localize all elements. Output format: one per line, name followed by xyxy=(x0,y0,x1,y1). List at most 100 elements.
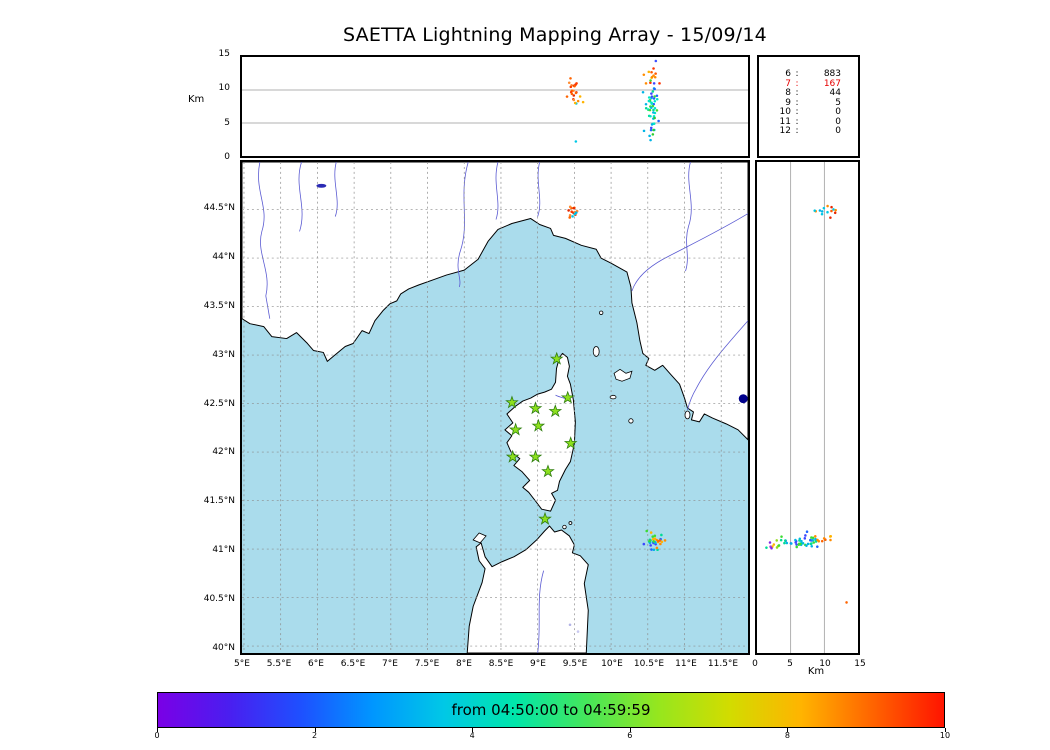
lon-tick-label: 11°E xyxy=(675,659,697,669)
lon-tick-label: 6.5°E xyxy=(340,659,366,669)
lon-tick-label: 8.5°E xyxy=(488,659,514,669)
lma-stations-layer xyxy=(505,351,578,525)
colorbar-tick-label: 0 xyxy=(154,731,160,740)
lma-station-marker xyxy=(505,395,519,409)
lma-station-marker xyxy=(538,511,552,525)
altitude-axis-label: Km xyxy=(188,94,205,105)
altitude-vs-longitude-panel xyxy=(240,55,750,158)
corsica-coastline xyxy=(504,352,576,512)
stats-row: 7:167 xyxy=(785,78,841,89)
lon-tick-label: 5°E xyxy=(234,659,250,669)
lon-tick-label: 5.5°E xyxy=(266,659,292,669)
altitude-longitude-chart xyxy=(242,59,748,143)
lat-tick-label: 43.5°N xyxy=(203,300,235,311)
river xyxy=(537,570,544,653)
river xyxy=(685,162,692,272)
river xyxy=(258,162,271,319)
gorgona-island xyxy=(598,310,604,315)
colorbar-tick-label: 10 xyxy=(939,731,951,740)
asinara-island xyxy=(472,532,487,544)
stats-row: 12:0 xyxy=(779,126,841,136)
colorbar-tick-mark xyxy=(629,728,631,732)
colorbar-tick-mark xyxy=(314,728,316,732)
river xyxy=(631,213,748,292)
lma-station-marker xyxy=(560,390,575,404)
figure-title: SAETTA Lightning Mapping Array - 15/09/1… xyxy=(343,24,767,46)
lat-tick-label: 43°N xyxy=(212,349,235,360)
lat-tick-label: 40.5°N xyxy=(203,594,235,605)
stats-panel: 6:883 7:167 8:44 9:5 10:0 11:0 12:0 xyxy=(757,55,860,158)
right-x-tick-label: 10 xyxy=(819,659,831,669)
lon-tick-label: 9°E xyxy=(530,659,546,669)
giglio-island xyxy=(684,410,691,420)
river xyxy=(298,162,303,232)
lat-tick-label: 42.5°N xyxy=(203,398,235,409)
lma-station-marker xyxy=(549,351,564,365)
lat-tick-label: 42°N xyxy=(212,447,235,458)
pianosa-island xyxy=(609,394,617,400)
elba-island xyxy=(613,368,633,382)
river xyxy=(495,162,499,220)
lat-tick-label: 44.5°N xyxy=(203,202,235,213)
top-y-tick-label: 15 xyxy=(218,49,230,59)
lma-station-marker xyxy=(541,464,555,478)
lon-tick-label: 11.5°E xyxy=(707,659,739,669)
lat-tick-label: 44°N xyxy=(212,251,235,262)
maddalena-island xyxy=(562,524,567,530)
stats-row: 9:5 xyxy=(785,97,841,108)
river xyxy=(334,162,338,217)
top-y-tick-label: 5 xyxy=(224,117,230,128)
colorbar-tick-mark xyxy=(945,728,946,732)
lma-station-marker xyxy=(531,418,546,432)
altitude-vs-latitude-panel xyxy=(755,160,860,655)
lma-station-marker xyxy=(528,449,543,463)
top-y-tick-label: 0 xyxy=(224,152,230,162)
colorbar-tick-mark xyxy=(787,728,789,732)
time-colorbar: from 04:50:00 to 04:59:59 xyxy=(157,692,945,728)
lon-tick-label: 9.5°E xyxy=(562,659,588,669)
lon-tick-label: 8°E xyxy=(456,659,472,669)
stats-row: 8:44 xyxy=(785,88,841,98)
map-panel xyxy=(240,160,750,655)
top-y-tick-label: 10 xyxy=(218,83,230,94)
lon-tick-label: 7.5°E xyxy=(414,659,440,669)
lma-station-marker xyxy=(505,449,520,463)
right-x-tick-label: 15 xyxy=(854,659,866,669)
lon-tick-label: 7°E xyxy=(382,659,398,669)
map-lightning-sources-layer xyxy=(567,205,748,633)
lon-tick-label: 10°E xyxy=(601,659,623,669)
capraia-island xyxy=(592,346,600,357)
colorbar-time-label: from 04:50:00 to 04:59:59 xyxy=(451,701,651,719)
corsica-map xyxy=(242,162,748,653)
colorbar-tick-label: 4 xyxy=(469,731,475,740)
lma-station-marker xyxy=(508,422,523,436)
sardinia-coastline xyxy=(466,525,589,653)
right-km-axis-label: Km xyxy=(807,666,825,677)
colorbar-tick-label: 6 xyxy=(627,731,633,740)
montecristo-island xyxy=(628,418,634,424)
colorbar-tick-label: 8 xyxy=(784,731,790,740)
mainland-coastline xyxy=(242,162,748,441)
colorbar-tick-mark xyxy=(472,728,474,732)
stats-row: 10:0 xyxy=(779,107,841,117)
stats-row: 6:883 xyxy=(785,69,841,79)
lma-station-marker xyxy=(548,404,563,418)
altitude-latitude-chart xyxy=(765,162,848,653)
river xyxy=(687,320,748,411)
lma-station-marker xyxy=(563,436,578,450)
lma-station-marker xyxy=(528,401,543,415)
alpine-lake xyxy=(316,183,327,188)
right-x-tick-label: 5 xyxy=(787,659,793,669)
lat-tick-label: 41°N xyxy=(212,545,235,556)
colorbar-tick-label: 2 xyxy=(312,731,318,740)
map-gridlines xyxy=(242,162,748,653)
river xyxy=(537,162,541,217)
top-gridlines xyxy=(242,89,748,124)
right-gridlines xyxy=(790,162,825,653)
right-lightning-sources-layer xyxy=(765,204,848,604)
top-lightning-sources-layer xyxy=(565,59,661,143)
lat-tick-label: 40°N xyxy=(212,643,235,654)
lon-tick-label: 10.5°E xyxy=(633,659,665,669)
station-level-counts: 6:883 7:167 8:44 9:5 10:0 11:0 12:0 xyxy=(759,57,858,137)
